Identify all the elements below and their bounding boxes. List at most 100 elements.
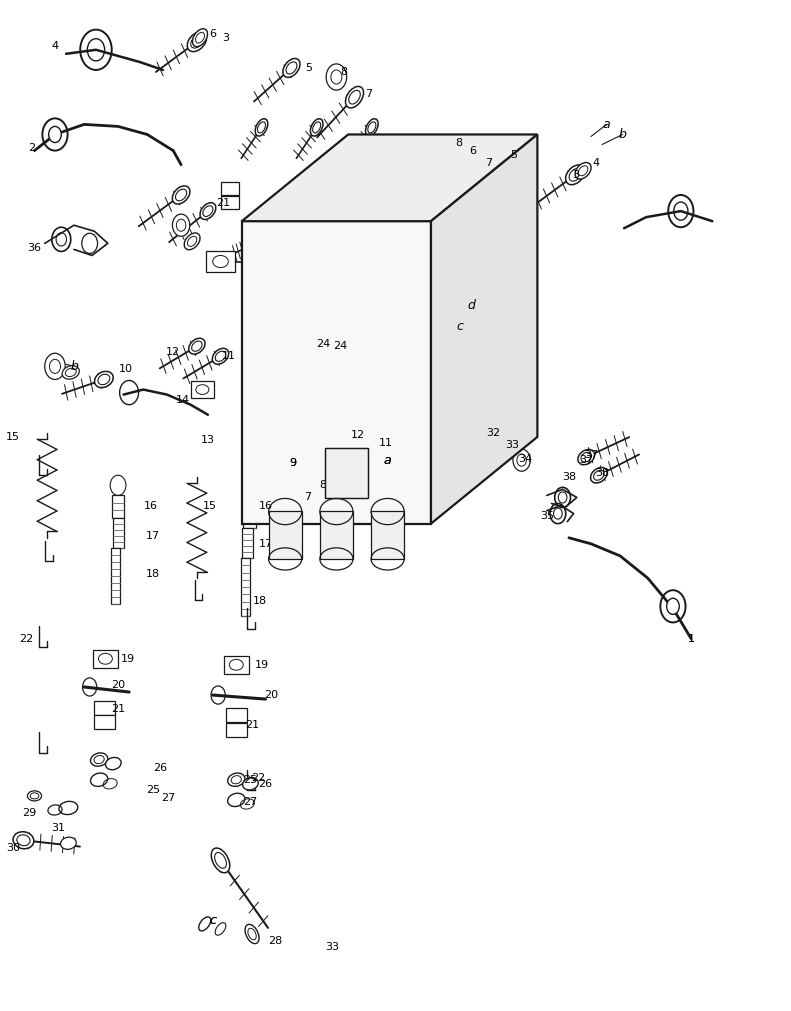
Ellipse shape — [184, 233, 200, 250]
Text: 35: 35 — [539, 511, 554, 521]
Text: 11: 11 — [221, 351, 236, 361]
Polygon shape — [242, 134, 537, 221]
Text: 12: 12 — [350, 430, 365, 440]
Bar — [221, 196, 240, 209]
Ellipse shape — [28, 791, 42, 801]
Circle shape — [319, 475, 338, 499]
Bar — [324, 448, 368, 498]
Circle shape — [463, 137, 483, 164]
Bar — [241, 558, 251, 617]
Ellipse shape — [199, 917, 210, 931]
Ellipse shape — [172, 186, 190, 204]
Text: 6: 6 — [209, 28, 216, 38]
Ellipse shape — [365, 435, 381, 451]
Bar — [226, 708, 247, 722]
Text: a: a — [384, 454, 392, 467]
Text: b: b — [70, 360, 78, 373]
Bar — [320, 511, 353, 559]
Bar — [93, 650, 118, 668]
Circle shape — [326, 64, 346, 90]
Text: 22: 22 — [20, 634, 34, 644]
Circle shape — [305, 485, 324, 510]
Text: 20: 20 — [264, 691, 278, 700]
Text: 29: 29 — [22, 808, 36, 818]
Text: b: b — [619, 128, 626, 141]
Text: 20: 20 — [111, 680, 125, 690]
Circle shape — [667, 599, 679, 615]
Text: 33: 33 — [505, 440, 519, 450]
Text: 19: 19 — [120, 654, 134, 664]
Text: 2: 2 — [28, 143, 35, 153]
Text: 9: 9 — [290, 458, 297, 468]
Ellipse shape — [228, 794, 245, 807]
Bar — [206, 252, 235, 272]
Ellipse shape — [243, 777, 259, 790]
Text: 7: 7 — [485, 158, 492, 168]
Ellipse shape — [245, 924, 259, 943]
Ellipse shape — [90, 773, 108, 787]
Text: 8: 8 — [455, 137, 462, 148]
Bar — [269, 511, 301, 559]
Bar — [94, 701, 115, 715]
Ellipse shape — [346, 86, 364, 108]
Bar — [479, 425, 508, 445]
Text: 28: 28 — [269, 936, 283, 946]
Text: c: c — [209, 914, 216, 927]
Ellipse shape — [479, 153, 498, 173]
Ellipse shape — [506, 146, 524, 164]
Text: 4: 4 — [593, 158, 600, 168]
Bar — [94, 715, 115, 729]
Text: 17: 17 — [259, 539, 273, 549]
Ellipse shape — [578, 450, 595, 465]
Ellipse shape — [59, 802, 78, 815]
Bar — [221, 182, 240, 195]
Bar — [244, 506, 256, 528]
Text: 21: 21 — [217, 198, 231, 208]
Ellipse shape — [62, 366, 79, 379]
Text: 1: 1 — [687, 634, 694, 644]
Text: 21: 21 — [245, 720, 259, 730]
Text: 24: 24 — [333, 341, 347, 351]
Text: 25: 25 — [146, 785, 160, 795]
Text: 12: 12 — [166, 347, 180, 357]
Ellipse shape — [211, 848, 229, 872]
Text: a: a — [384, 454, 392, 467]
Text: 6: 6 — [469, 146, 476, 156]
Ellipse shape — [346, 429, 363, 445]
Bar — [224, 656, 249, 674]
Text: c: c — [456, 319, 464, 333]
Text: 30: 30 — [6, 843, 21, 853]
Bar — [191, 381, 214, 397]
Text: 14: 14 — [176, 394, 190, 404]
Ellipse shape — [575, 163, 591, 179]
Text: 15: 15 — [6, 432, 21, 442]
Ellipse shape — [187, 31, 206, 52]
Circle shape — [49, 126, 61, 143]
Text: 11: 11 — [379, 438, 393, 448]
Ellipse shape — [591, 467, 607, 483]
Text: 19: 19 — [255, 660, 269, 670]
Text: 16: 16 — [144, 500, 158, 511]
Circle shape — [45, 353, 65, 379]
Ellipse shape — [61, 837, 76, 849]
Text: 37: 37 — [584, 450, 598, 460]
Text: 16: 16 — [259, 500, 272, 511]
Text: 8: 8 — [340, 67, 347, 77]
Text: 34: 34 — [518, 454, 532, 464]
Text: 37: 37 — [579, 455, 593, 465]
Text: 4: 4 — [51, 40, 59, 51]
Text: d: d — [467, 299, 475, 312]
Text: 33: 33 — [325, 942, 339, 952]
Bar — [324, 448, 368, 498]
Bar — [371, 511, 404, 559]
Text: a: a — [603, 118, 611, 130]
Text: 5: 5 — [305, 63, 312, 73]
Text: 32: 32 — [486, 428, 500, 438]
Text: 3: 3 — [572, 170, 579, 180]
Text: 22: 22 — [252, 772, 266, 783]
Text: 17: 17 — [146, 531, 160, 541]
Text: 36: 36 — [28, 244, 41, 254]
Text: 3: 3 — [222, 32, 229, 42]
Text: 9: 9 — [290, 458, 297, 468]
Text: 26: 26 — [259, 778, 273, 789]
